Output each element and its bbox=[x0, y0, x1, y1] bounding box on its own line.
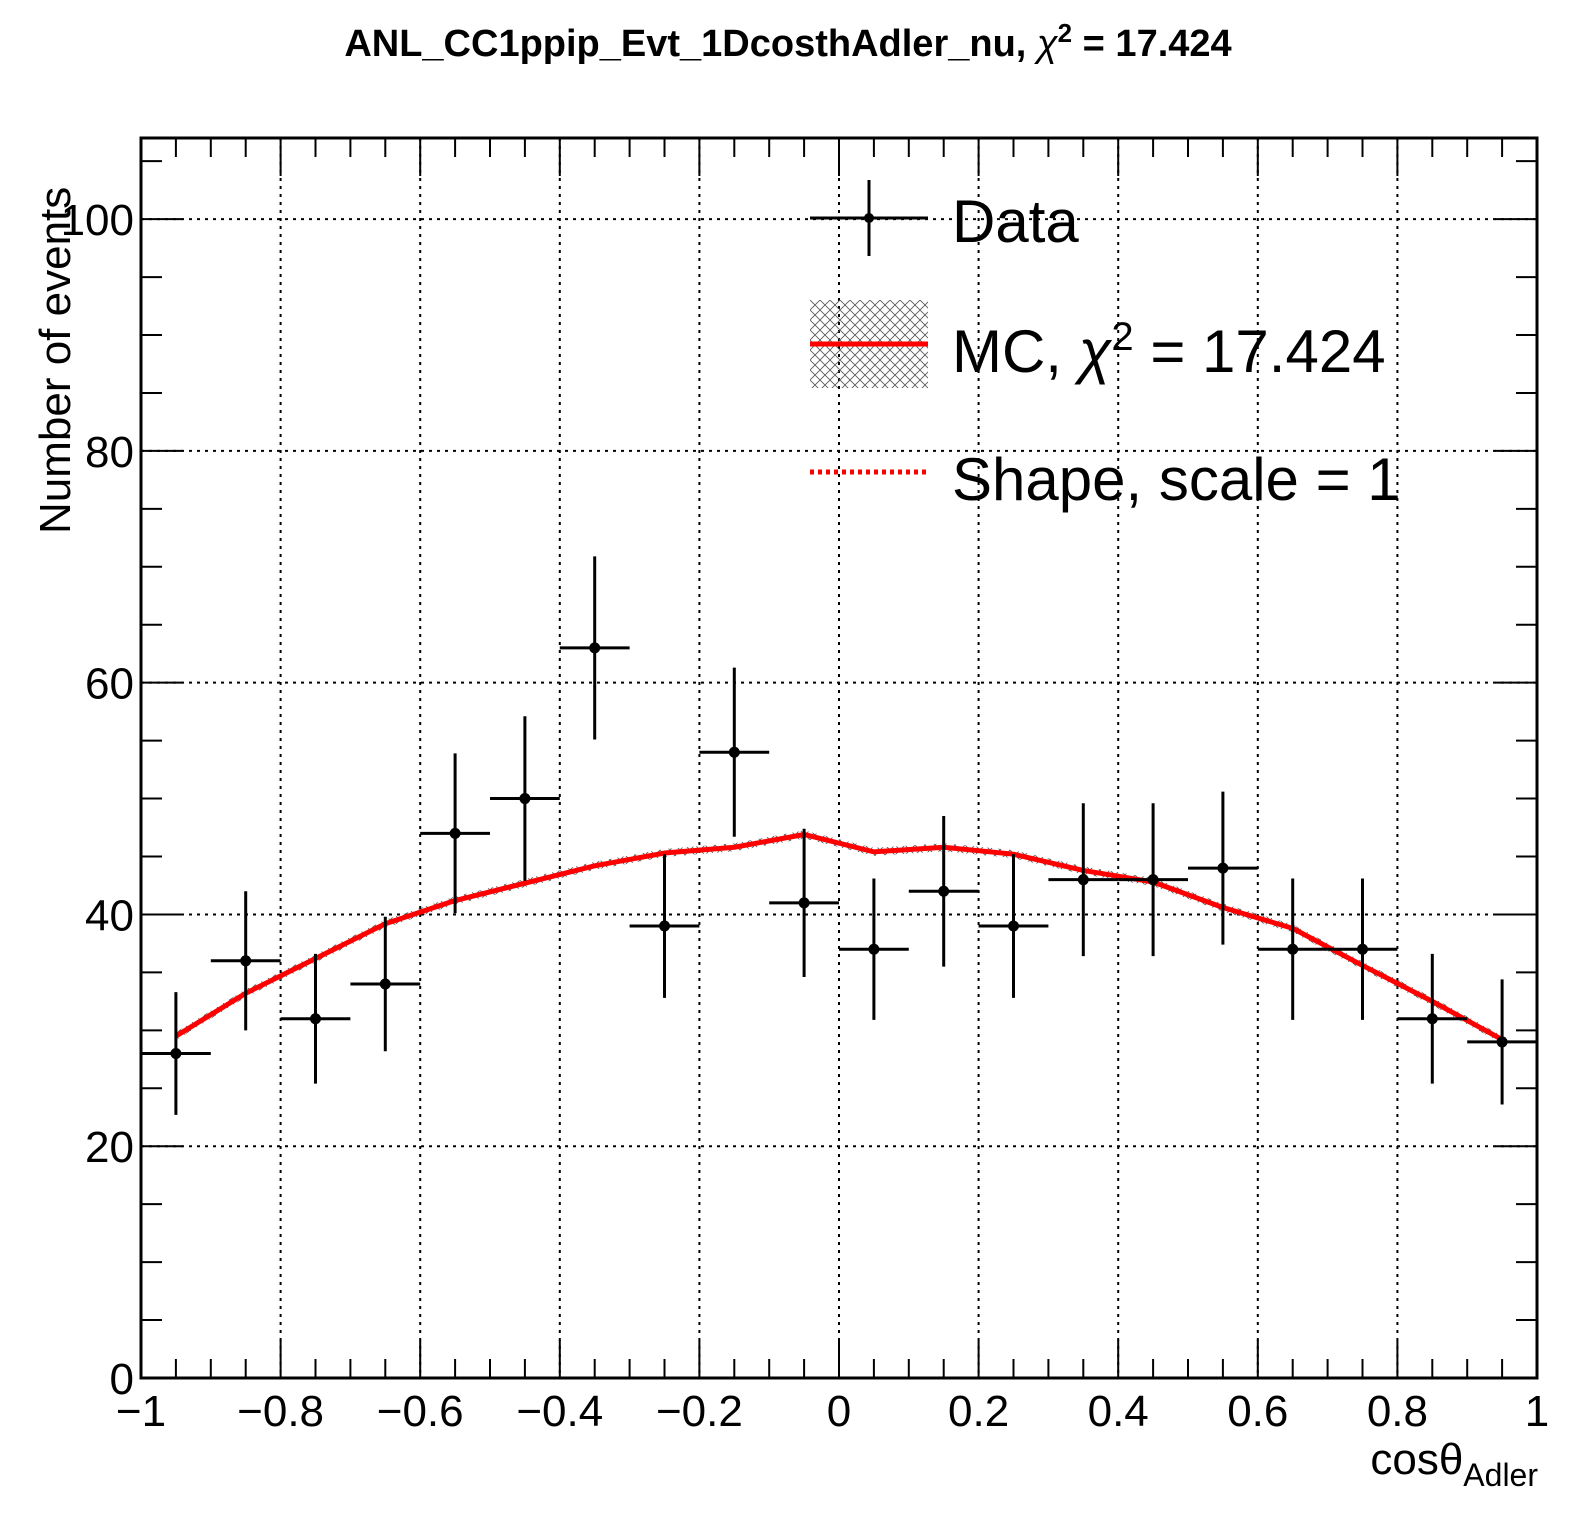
data-marker bbox=[1217, 862, 1229, 874]
data-marker bbox=[868, 943, 880, 955]
data-marker bbox=[379, 978, 391, 990]
data-point bbox=[1327, 878, 1398, 1020]
x-tick-label: 0.2 bbox=[948, 1387, 1009, 1436]
data-point bbox=[350, 916, 421, 1052]
data-point bbox=[1397, 953, 1468, 1084]
legend-entry-shape: Shape, scale = 1 bbox=[810, 446, 1401, 513]
data-point bbox=[1118, 803, 1188, 957]
data-point bbox=[210, 891, 281, 1031]
x-tick-label: 1 bbox=[1525, 1387, 1549, 1436]
legend-data-label: Data bbox=[952, 188, 1079, 255]
data-marker bbox=[938, 885, 950, 897]
legend-data-marker bbox=[864, 213, 874, 223]
data-marker bbox=[589, 642, 601, 654]
legend: Data MC, χ2 = 17.424 Shape, scale = 1 bbox=[810, 180, 1401, 513]
x-tick-label: −0.6 bbox=[377, 1387, 464, 1436]
data-series bbox=[141, 556, 1537, 1115]
data-point bbox=[490, 716, 560, 881]
x-tick-labels: −1 −0.8 −0.6 −0.4 −0.2 0 0.2 0.4 0.6 0.8 1 bbox=[116, 1387, 1549, 1436]
x-tick-label: 0 bbox=[827, 1387, 851, 1436]
plot-frame bbox=[139, 136, 1539, 1380]
data-marker bbox=[728, 746, 740, 758]
x-tick-label: 0.8 bbox=[1367, 1387, 1428, 1436]
data-point bbox=[978, 854, 1049, 998]
data-point bbox=[1257, 878, 1328, 1020]
y-tick-label: 20 bbox=[85, 1123, 134, 1172]
legend-mc-label: MC, χ2 = 17.424 bbox=[952, 315, 1386, 385]
data-point bbox=[769, 828, 839, 978]
data-point bbox=[420, 753, 490, 914]
data-point bbox=[699, 667, 770, 837]
x-tick-label: −1 bbox=[116, 1387, 166, 1436]
y-tick-labels: 0 20 40 60 80 100 bbox=[61, 196, 134, 1404]
data-marker bbox=[449, 827, 461, 839]
legend-shape-label: Shape, scale = 1 bbox=[952, 446, 1401, 513]
data-marker bbox=[1426, 1013, 1438, 1025]
data-point bbox=[629, 854, 700, 998]
x-tick-label: −0.4 bbox=[516, 1387, 603, 1436]
x-tick-label: −0.2 bbox=[656, 1387, 743, 1436]
y-tick-label: 60 bbox=[85, 660, 134, 709]
data-point bbox=[1188, 791, 1258, 945]
y-tick-label: 40 bbox=[85, 891, 134, 940]
data-marker bbox=[659, 920, 670, 932]
data-marker bbox=[519, 793, 531, 805]
data-marker bbox=[798, 897, 810, 909]
data-point bbox=[1467, 979, 1537, 1105]
legend-entry-mc: MC, χ2 = 17.424 bbox=[810, 300, 1386, 388]
y-axis-title: Number of events bbox=[31, 187, 80, 534]
y-tick-label: 80 bbox=[85, 428, 134, 477]
data-point bbox=[1048, 803, 1119, 957]
data-marker bbox=[240, 955, 252, 967]
mc-line bbox=[174, 831, 1504, 1042]
data-marker bbox=[1496, 1036, 1508, 1048]
mc-uncertainty-band bbox=[175, 830, 1503, 1044]
data-point bbox=[908, 815, 979, 967]
data-marker bbox=[310, 1013, 321, 1025]
y-tick-label: 100 bbox=[61, 196, 134, 245]
data-marker bbox=[1357, 943, 1368, 955]
chart-title: ANL_CC1ppip_Evt_1DcosthAdler_nu, χ2 = 17… bbox=[344, 18, 1231, 65]
mc-series bbox=[174, 831, 1504, 1042]
data-marker bbox=[1008, 920, 1019, 932]
data-point bbox=[839, 878, 909, 1020]
x-tick-label: 0.4 bbox=[1088, 1387, 1149, 1436]
mc-band bbox=[175, 830, 1503, 1044]
y-tick-label: 0 bbox=[110, 1355, 134, 1404]
x-tick-label: 0.6 bbox=[1227, 1387, 1288, 1436]
data-point bbox=[559, 556, 630, 740]
data-marker bbox=[170, 1048, 182, 1060]
data-point bbox=[141, 992, 211, 1115]
data-marker bbox=[1077, 874, 1089, 886]
data-point bbox=[280, 953, 351, 1084]
legend-entry-data: Data bbox=[810, 180, 1079, 256]
axis-ticks bbox=[140, 138, 1538, 1379]
x-axis-title: cosθAdler bbox=[1370, 1435, 1538, 1493]
data-marker bbox=[1287, 943, 1299, 955]
data-marker bbox=[1147, 874, 1159, 886]
x-tick-label: −0.8 bbox=[237, 1387, 324, 1436]
